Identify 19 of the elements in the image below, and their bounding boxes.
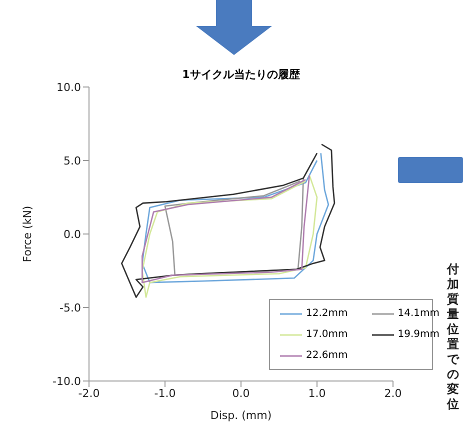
y-tick-label: -10.0 bbox=[52, 374, 81, 388]
x-tick-label: -2.0 bbox=[78, 386, 100, 400]
legend-label: 19.9mm bbox=[398, 329, 440, 340]
legend-label: 22.6mm bbox=[306, 350, 348, 361]
legend-label: 17.0mm bbox=[306, 329, 348, 340]
legend-label: 12.2mm bbox=[306, 308, 348, 319]
y-tick-label: 10.0 bbox=[56, 80, 81, 94]
y-tick-label: -5.0 bbox=[60, 301, 81, 314]
x-tick-label: 0.0 bbox=[232, 386, 250, 400]
x-tick-label: 2.0 bbox=[384, 386, 402, 400]
x-axis-title: Disp. (mm) bbox=[210, 409, 272, 422]
x-tick-label: 1.0 bbox=[308, 386, 326, 400]
x-tick-label: -1.0 bbox=[154, 386, 176, 400]
y-tick-label: 5.0 bbox=[64, 154, 81, 168]
text: 付加質量位置での変位 bbox=[447, 262, 459, 411]
legend-label: 14.1mm bbox=[398, 308, 440, 319]
chart-title: 1サイクル当たりの履歴 bbox=[182, 68, 301, 81]
y-axis-title: Force (kN) bbox=[20, 206, 34, 262]
y-tick-label: 0.0 bbox=[64, 228, 81, 241]
